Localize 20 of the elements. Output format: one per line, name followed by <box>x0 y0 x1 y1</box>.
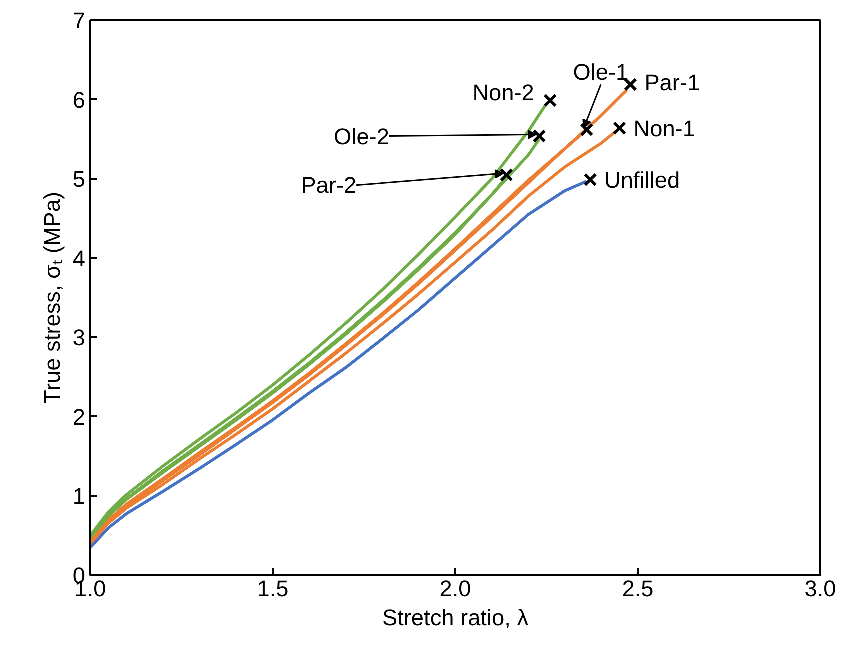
annotation: Non-2 <box>472 80 534 106</box>
annotation: Par-1 <box>644 70 700 96</box>
annotation: Non-1 <box>634 115 696 142</box>
x-tick-label: 2.0 <box>440 576 472 602</box>
y-tick-label: 6 <box>72 86 86 113</box>
y-tick-label: 1 <box>72 483 86 510</box>
annotation: Ole-1 <box>573 58 629 85</box>
x-tick-label: 2.5 <box>622 576 654 602</box>
y-tick-label: 7 <box>72 8 86 34</box>
annotation: Unfilled <box>604 166 680 193</box>
y-tick-label: 5 <box>72 166 86 192</box>
annotation: Par-2 <box>301 172 357 198</box>
x-tick-label: 3.0 <box>804 576 836 602</box>
x-axis-title: Stretch ratio, λ <box>382 604 530 630</box>
y-tick-label: 4 <box>72 245 86 272</box>
y-tick-label: 2 <box>72 404 86 430</box>
x-tick-label: 1.5 <box>257 576 289 602</box>
y-axis-title: True stress, σₜ (MPa) <box>38 192 65 404</box>
annotation: Ole-2 <box>334 123 390 150</box>
y-tick-label: 3 <box>72 324 86 351</box>
